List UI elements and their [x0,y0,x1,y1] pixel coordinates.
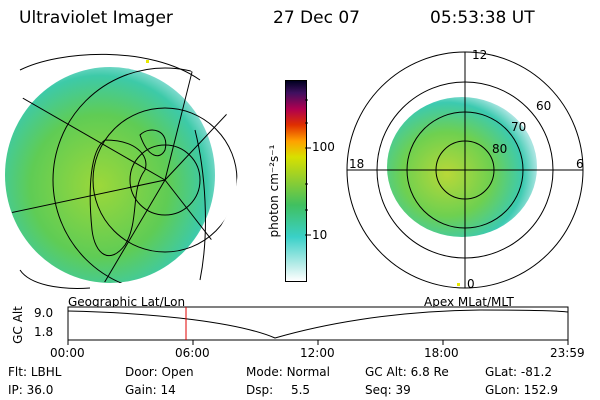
colorbar-axis [305,99,311,236]
time-label: 05:53:38 UT [430,8,535,28]
x-tick-1200: 12:00 [300,346,335,360]
status-gc-alt: GC Alt: 6.8 Re [365,365,449,379]
geographic-map [2,47,238,289]
polar-auroral-emission [387,97,537,237]
mlt-label-0: 0 [467,277,475,291]
mlat-label-80: 80 [492,142,508,156]
altitude-curve [67,309,569,339]
status-mode: Mode: Normal [246,365,330,379]
status-filter: Flt: LBHL [8,365,62,379]
geographic-caption: Geographic Lat/Lon [68,295,186,309]
mlt-label-6: 6 [576,157,584,171]
date-label: 27 Dec 07 [273,8,360,28]
auroral-emission [5,67,215,283]
mlt-label-18: 18 [349,157,365,171]
status-dsp: Dsp: 5.5 [246,383,311,397]
colorbar-tick-100: 100 [312,140,335,154]
x-tick-2359: 23:59 [550,346,585,360]
status-seq: Seq: 39 [365,383,411,397]
apex-caption: Apex MLat/MLT [424,295,514,309]
continent-outline [89,139,147,257]
altitude-timeline [67,306,569,345]
gc-alt-axis-label: GC Alt [11,306,25,344]
polar-mlat-mlt-plot [346,51,584,289]
instrument-title: Ultraviolet Imager [19,8,173,28]
status-door: Door: Open [125,365,194,379]
status-glat: GLat: -81.2 [485,365,552,379]
status-ip: IP: 36.0 [8,383,54,397]
mlat-label-70: 70 [511,120,527,134]
x-tick-0000: 00:00 [50,346,85,360]
y-tick-9: 9.0 [34,306,54,320]
x-tick-0600: 06:00 [175,346,210,360]
mlt-label-12: 12 [472,48,488,62]
x-tick-1800: 18:00 [424,346,459,360]
y-tick-1-8: 1.8 [34,325,54,339]
status-glon: GLon: 152.9 [485,383,558,397]
status-gain: Gain: 14 [125,383,176,397]
mlat-label-60: 60 [536,99,552,113]
colorbar-unit-label: photon cm⁻²s⁻¹ [267,144,281,238]
intensity-color-bar [285,80,307,282]
colorbar-tick-10: 10 [312,228,328,242]
